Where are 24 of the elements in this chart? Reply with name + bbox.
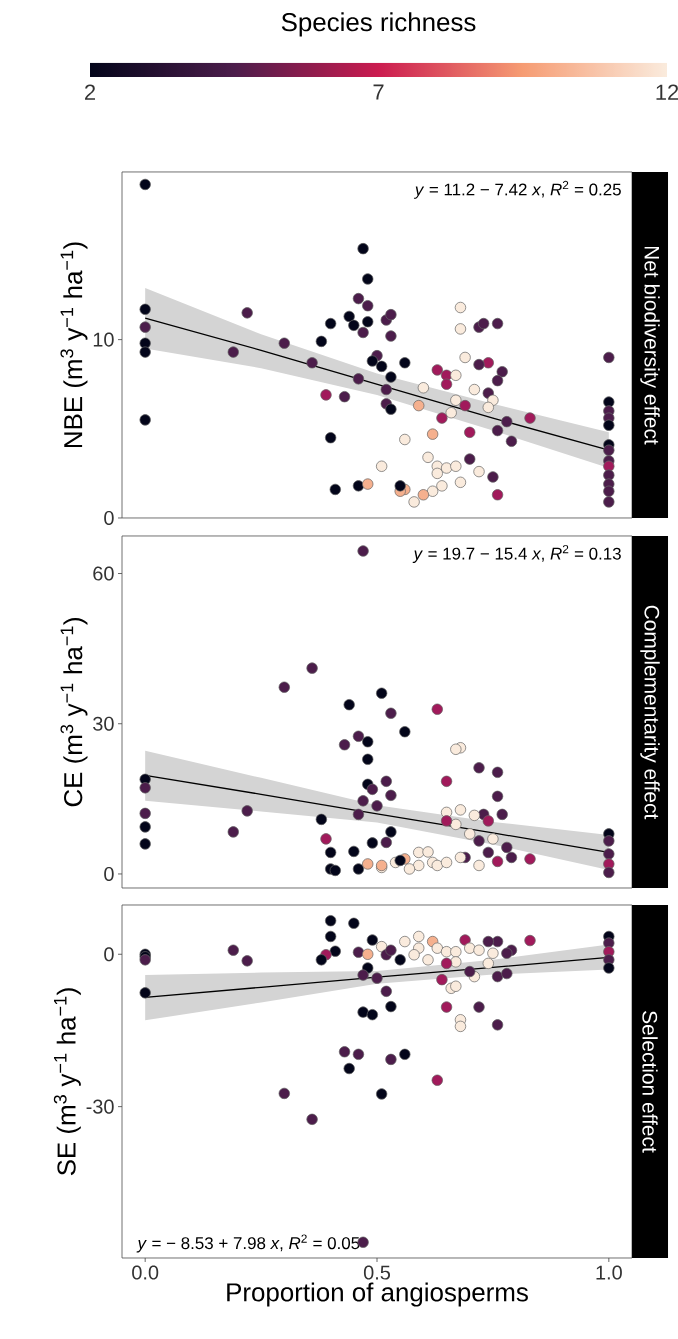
y-tick-label: 0 bbox=[104, 947, 114, 962]
x-tick-label: 0.0 bbox=[132, 1265, 159, 1280]
x-tick-label: 0.5 bbox=[363, 1265, 391, 1280]
x-tick-label: 1.0 bbox=[596, 1265, 622, 1280]
y-tick-label: 60 bbox=[93, 566, 114, 581]
y-axis-title: CE (m$^{3}$ y$^{−1}$ ha$^{−1}$) bbox=[60, 618, 88, 807]
y-axis-title: SE (m$^{3}$ y$^{−1}$ ha$^{−1}$) bbox=[53, 988, 81, 1176]
color-bar-label: 12 bbox=[656, 84, 678, 100]
annotation: y = 11.2 − 7.42 x, R$^{2}$ = 0.25 bbox=[413, 180, 621, 199]
color-bar-label: 2 bbox=[85, 84, 95, 100]
text: Selection effect bbox=[642, 1011, 658, 1153]
y-tick-label: -30 bbox=[86, 1099, 114, 1114]
color-bar-title: Species richness bbox=[281, 12, 476, 37]
text: Complementarity effect bbox=[640, 605, 660, 820]
y-tick-label: 30 bbox=[93, 716, 114, 731]
color-bar-label: 7 bbox=[373, 84, 384, 100]
y-tick-label: 0 bbox=[104, 510, 114, 526]
y-tick-label: 10 bbox=[93, 332, 114, 347]
text: Net biodiversity effect bbox=[640, 246, 660, 445]
annotation: y = − 8.53 + 7.98 x, R$^{2}$ = 0.05 bbox=[136, 1234, 360, 1253]
annotation: y = 19.7 − 15.4 x, R$^{2}$ = 0.13 bbox=[412, 544, 621, 564]
x-axis-title: Proportion of angiosperms bbox=[227, 1282, 528, 1307]
y-axis-title: NBE (m$^{3}$ y$^{−1}$ ha$^{−1}$) bbox=[60, 242, 88, 448]
y-tick-label: 0 bbox=[104, 866, 114, 882]
